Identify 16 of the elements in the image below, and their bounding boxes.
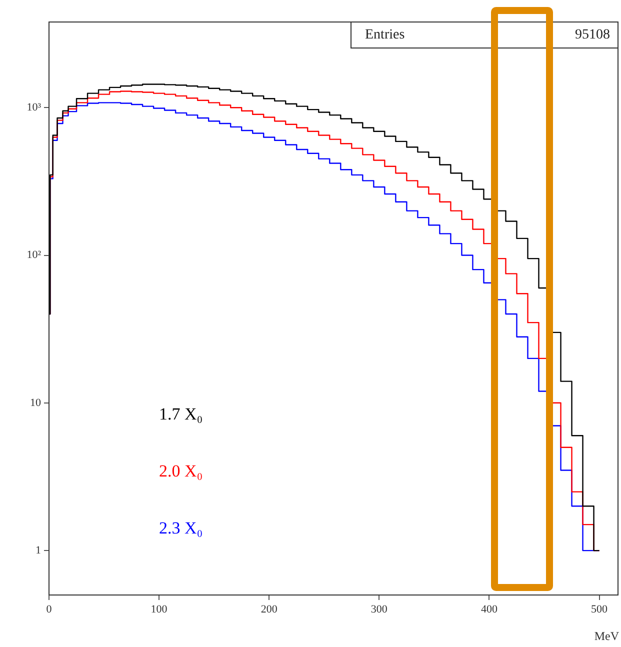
- text: 2.0 X₀: [159, 461, 203, 480]
- x-tick-label: 400: [480, 603, 498, 616]
- text: 1.7 X₀: [159, 404, 203, 424]
- x-tick-label: 200: [260, 603, 278, 616]
- y-tick-label: 10²: [26, 249, 42, 262]
- x-axis-title: MeV: [594, 629, 620, 644]
- x-tick-label: 100: [150, 603, 168, 616]
- y-tick-label: 1: [36, 544, 41, 556]
- x-tick-label: 500: [591, 603, 608, 616]
- annotation: Entries: [365, 28, 405, 43]
- x-tick-label: 300: [370, 603, 388, 616]
- y-tick-label: 10: [30, 396, 42, 409]
- y-tick-label: 10³: [26, 101, 42, 114]
- annotation: 95108: [575, 28, 610, 43]
- x-tick-label: 0: [46, 603, 52, 616]
- text: 2.3 X₀: [159, 518, 203, 538]
